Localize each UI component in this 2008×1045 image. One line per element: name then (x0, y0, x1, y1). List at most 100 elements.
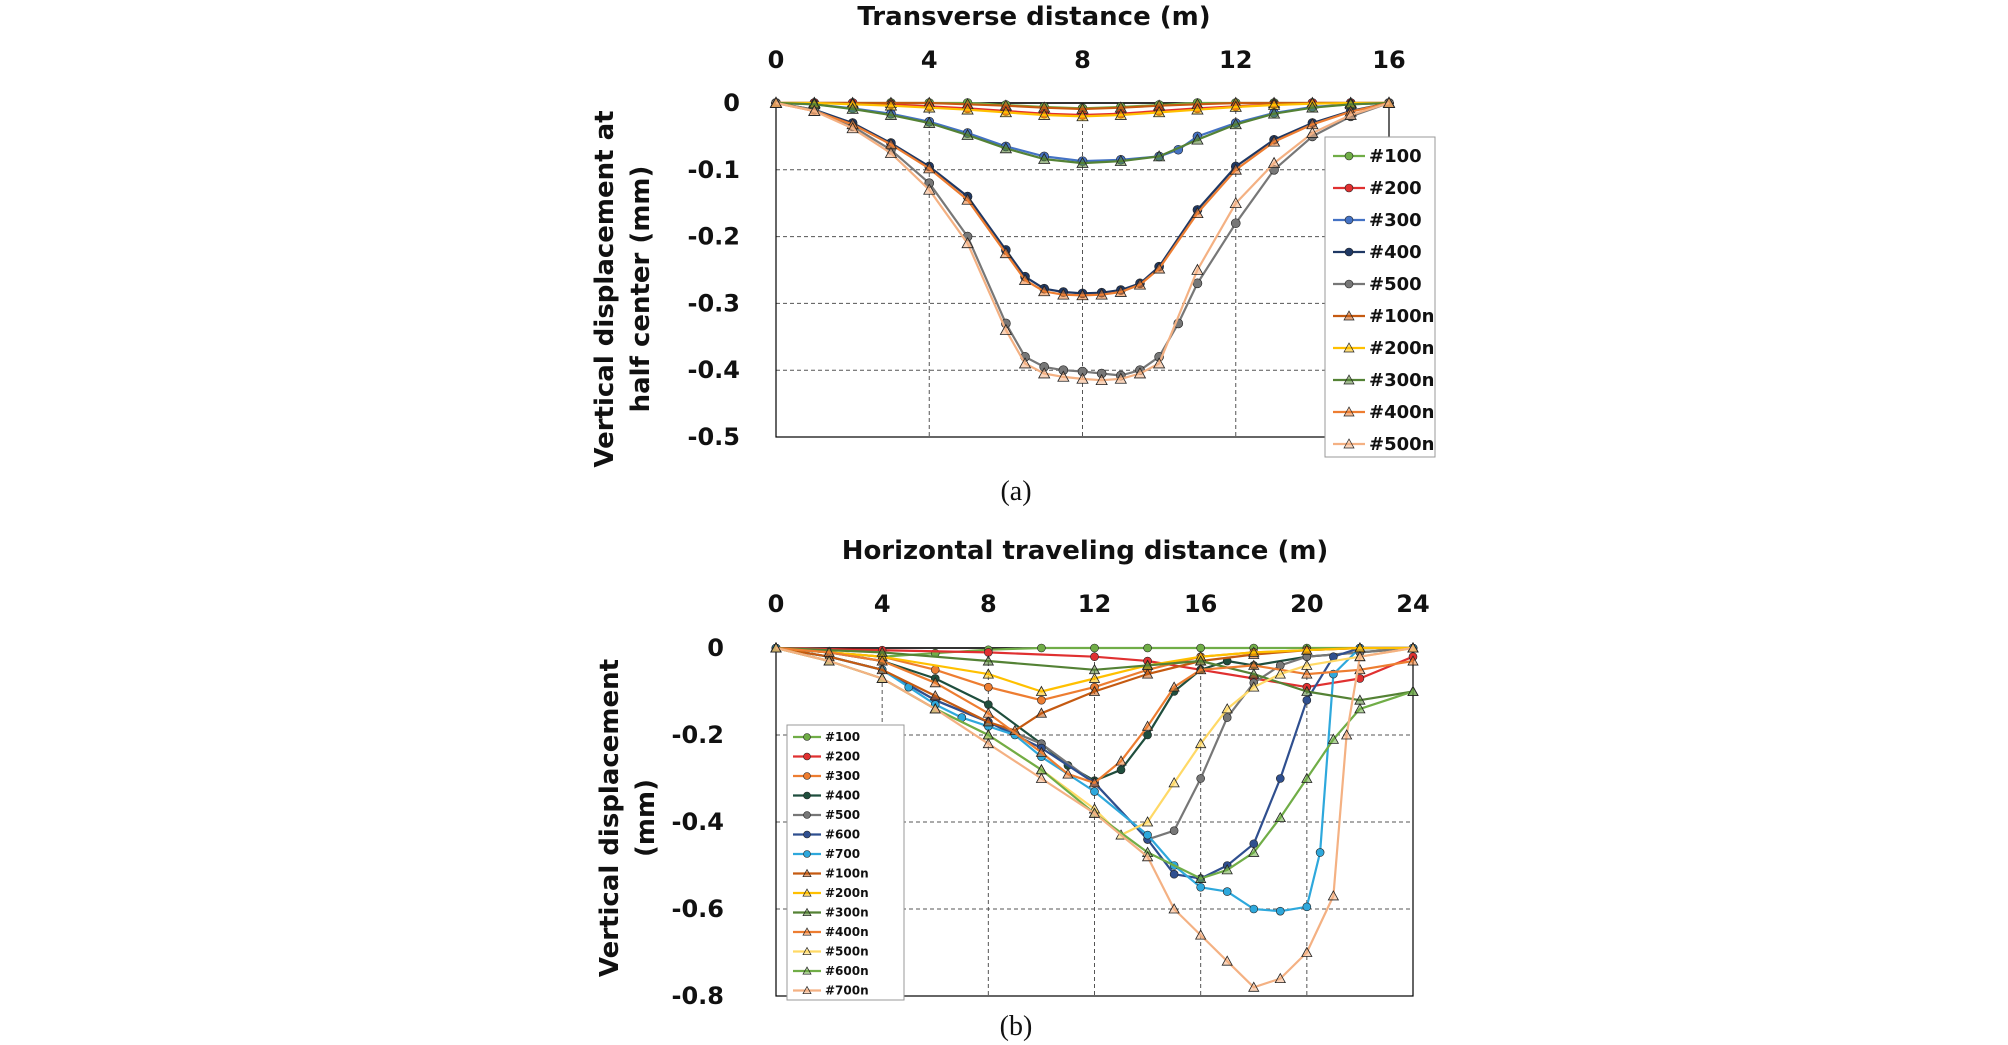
legend-label: #300n (825, 906, 869, 920)
data-point (1344, 108, 1357, 120)
chart-a-legend: #100 #200 #300 #400 #500 #100n #200n #300n #400n… (1333, 146, 1434, 455)
data-point (1267, 156, 1281, 168)
data-point (1038, 108, 1051, 120)
series-300n (769, 96, 1396, 168)
chart-a-y-tick-labels: 0 -0.1 -0.2 -0.3 -0.4 -0.5 (688, 89, 740, 451)
legend-label: #400 (825, 789, 860, 803)
legend-label: #300 (825, 769, 860, 783)
chart-b-plot-area (770, 642, 1419, 992)
data-point (1114, 285, 1127, 297)
data-point (999, 106, 1013, 118)
data-point (1152, 262, 1166, 274)
data-point (1062, 768, 1074, 779)
chart-a-y-axis-title: Vertical displacement at half center (mm… (590, 110, 656, 467)
legend-marker (1343, 374, 1355, 385)
chart-a-plot-area (769, 96, 1396, 386)
legend-label: #600n (825, 964, 869, 978)
legend-item-700n: #700n (793, 984, 869, 998)
chart-b: Horizontal traveling distance (m) 0 4 8 12 1… (595, 536, 1430, 1042)
legend-item-300n: #300n (1333, 370, 1434, 391)
series-line-300n (775, 646, 1414, 702)
data-point (1327, 733, 1340, 744)
data-point (1169, 826, 1179, 836)
data-point (1168, 903, 1180, 914)
data-point (1152, 106, 1166, 118)
data-point (1306, 101, 1319, 113)
data-point (1221, 703, 1233, 714)
y-tick-label: -0.5 (688, 423, 740, 451)
legend-label: #400 (1369, 242, 1422, 263)
data-point (1248, 846, 1260, 857)
y-tick-label: -0.8 (672, 982, 724, 1010)
x-tick-label: 0 (768, 46, 785, 74)
y-tick-label: 0 (723, 89, 740, 117)
legend-item-200: #200 (793, 750, 860, 764)
chart-a-y-axis-title-line-2: half center (mm) (626, 166, 656, 413)
data-point (1143, 830, 1152, 840)
chart-a-gridlines (776, 102, 1389, 437)
legend-label: #100 (825, 730, 860, 744)
data-point (1088, 685, 1101, 696)
x-tick-label: 8 (980, 590, 997, 618)
data-point (984, 648, 993, 657)
data-point (1407, 655, 1419, 666)
legend-marker (803, 811, 811, 819)
data-point (1301, 772, 1313, 783)
data-point (1090, 652, 1099, 662)
chart-a-caption: (a) (1000, 476, 1031, 507)
series-line-500n (775, 101, 1390, 382)
legend-marker (802, 927, 812, 936)
data-point (1301, 668, 1313, 679)
data-point (876, 655, 888, 666)
legend-marker (803, 791, 811, 800)
legend-label: #200 (1369, 178, 1422, 199)
data-point (1230, 218, 1241, 229)
legend-marker (1343, 438, 1355, 449)
data-point (1038, 285, 1051, 297)
chart-a-x-axis-title: Transverse distance (m) (857, 2, 1210, 32)
legend-item-400: #400 (793, 789, 860, 803)
x-tick-label: 24 (1396, 590, 1429, 618)
legend-label: #300n (1369, 370, 1434, 391)
data-point (929, 676, 941, 688)
data-point (1133, 367, 1147, 379)
legend-item-500: #500 (1333, 274, 1422, 295)
data-point (1018, 273, 1032, 285)
data-point (1194, 929, 1207, 940)
data-point (1143, 730, 1152, 740)
data-point (808, 104, 821, 116)
x-tick-label: 20 (1290, 590, 1323, 618)
legend-label: #200n (825, 886, 869, 900)
legend-label: #400n (1369, 402, 1434, 423)
legend-marker (1343, 310, 1355, 321)
data-point (1115, 755, 1127, 766)
data-point (984, 682, 993, 692)
data-point (929, 703, 941, 714)
chart-b-x-tick-labels: 0 4 8 12 16 20 24 (768, 590, 1430, 618)
legend-item-100n: #100n (793, 867, 869, 881)
data-point (1249, 839, 1259, 849)
data-point (1095, 373, 1108, 386)
legend-marker (1344, 151, 1354, 161)
legend-label: #500 (1369, 274, 1422, 295)
legend-label: #700 (825, 847, 860, 861)
chart-b-y-tick-labels: 0 -0.2 -0.4 -0.6 -0.8 (672, 634, 724, 1010)
legend-marker (803, 850, 811, 858)
legend-marker (802, 946, 812, 956)
data-point (961, 128, 974, 140)
legend-item-300: #300 (1333, 210, 1422, 231)
legend-item-100n: #100n (1333, 306, 1434, 327)
data-point (884, 146, 898, 158)
data-point (1354, 703, 1366, 714)
y-tick-label: -0.4 (672, 808, 724, 836)
data-point (1340, 729, 1353, 740)
data-point (1274, 972, 1286, 983)
x-tick-label: 16 (1184, 590, 1217, 618)
legend-label: #300 (1369, 210, 1422, 231)
data-point (999, 323, 1013, 335)
legend-item-100: #100 (1333, 146, 1422, 167)
data-point (923, 183, 936, 195)
chart-a-y-axis-title-line-1: Vertical displacement at (590, 110, 620, 467)
data-point (1169, 869, 1179, 879)
